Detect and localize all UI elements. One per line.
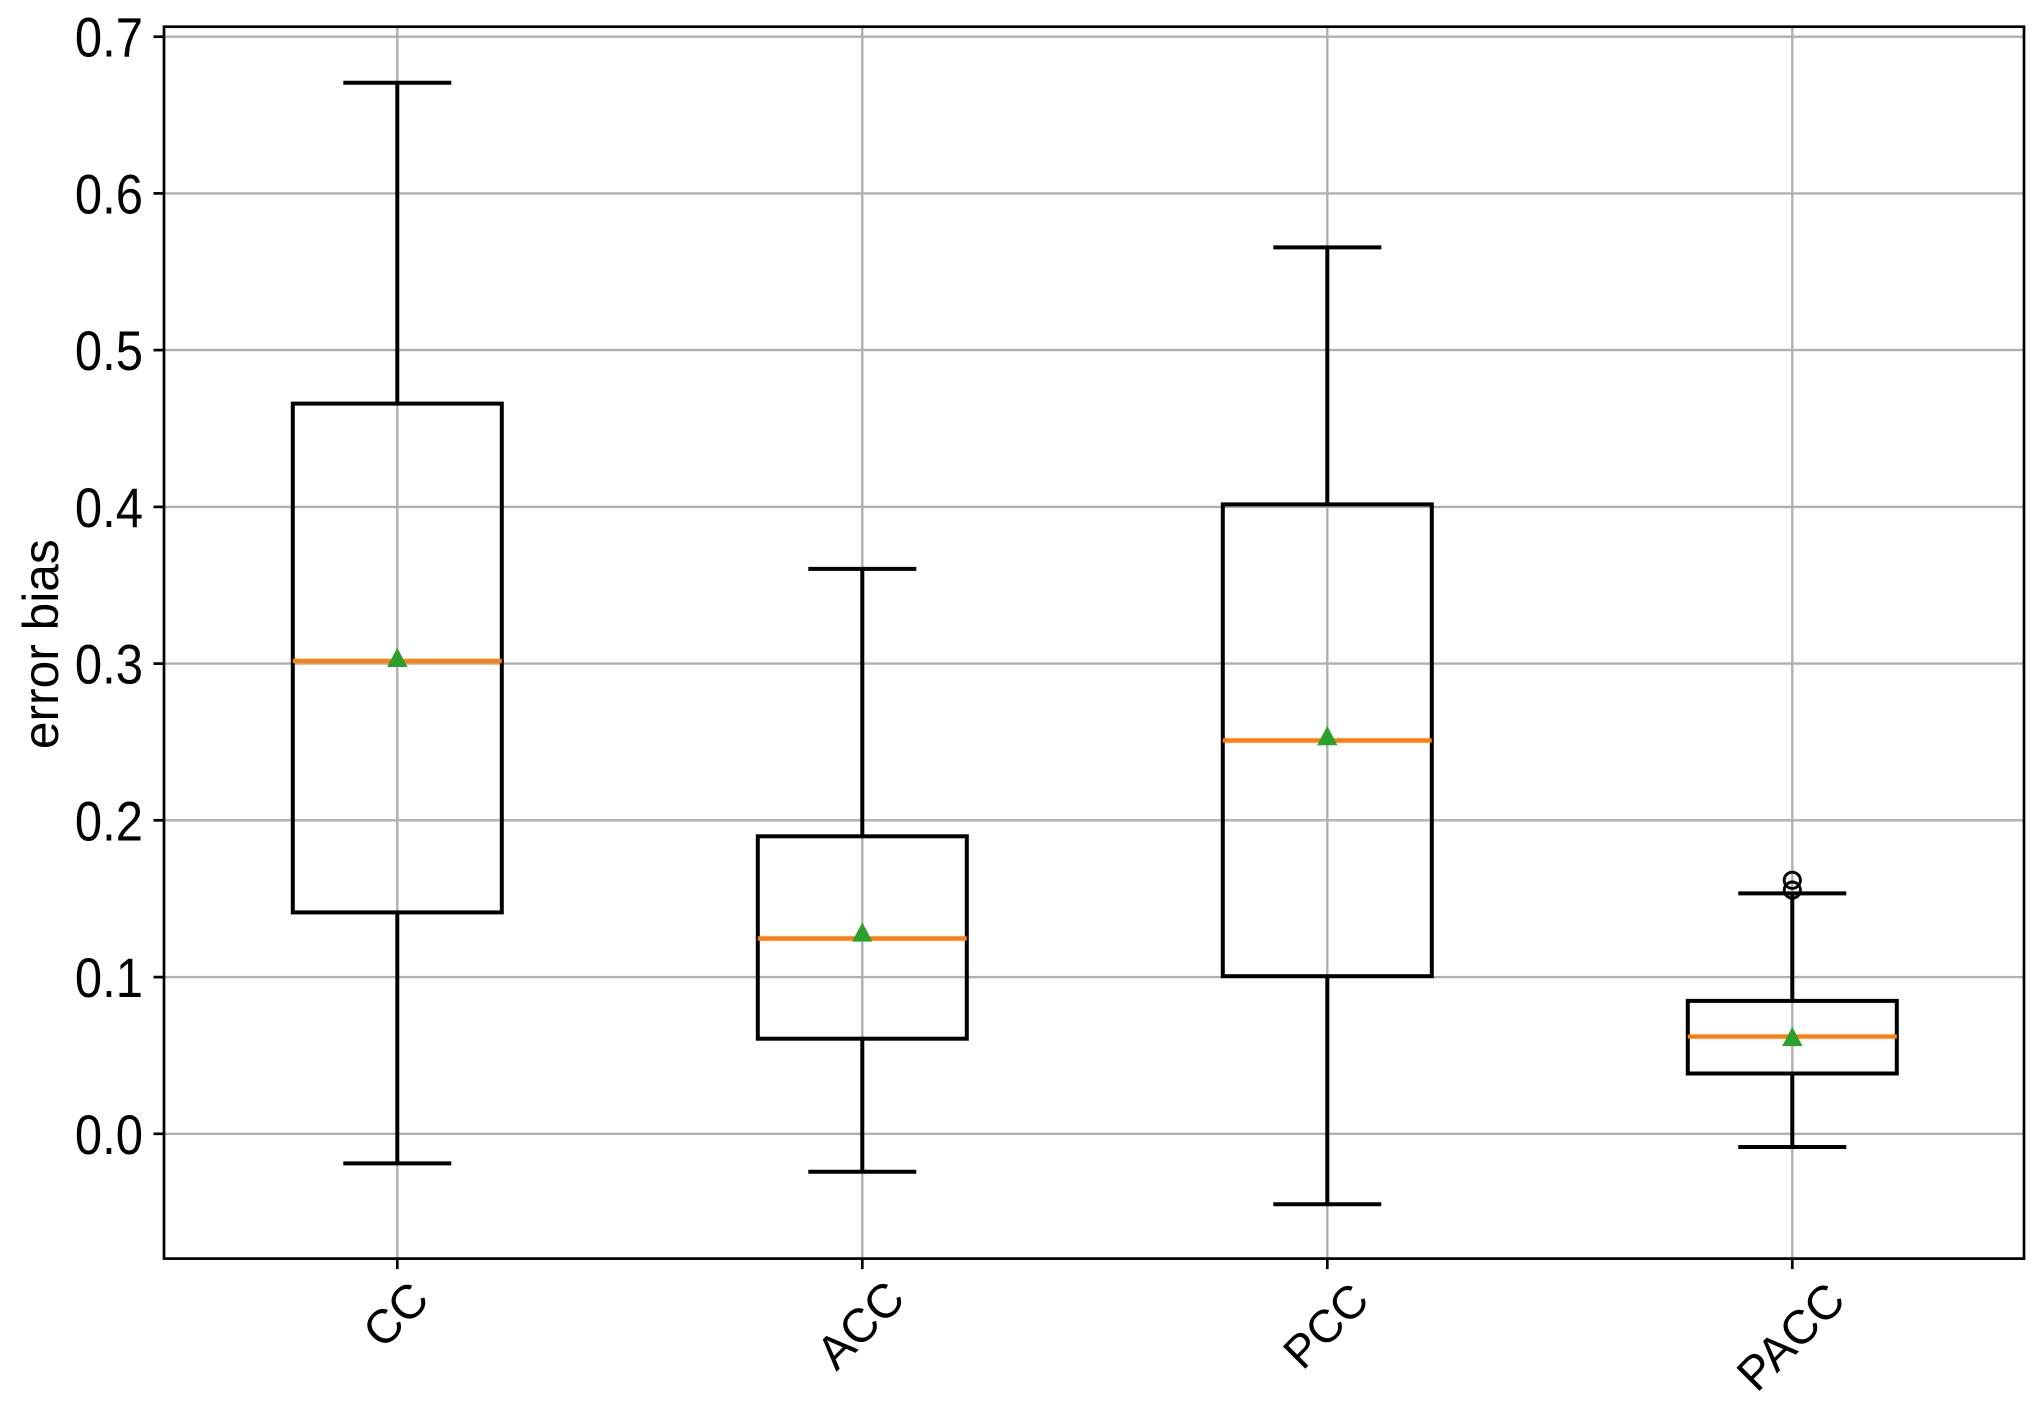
- svg-text:0.6: 0.6: [75, 163, 143, 226]
- svg-text:0.0: 0.0: [75, 1104, 143, 1167]
- svg-text:0.7: 0.7: [75, 7, 143, 70]
- svg-text:0.3: 0.3: [75, 634, 143, 697]
- svg-text:0.5: 0.5: [75, 320, 143, 383]
- svg-text:0.1: 0.1: [75, 947, 143, 1010]
- svg-text:error bias: error bias: [13, 539, 69, 749]
- svg-text:0.2: 0.2: [75, 790, 143, 853]
- svg-text:0.4: 0.4: [75, 477, 143, 540]
